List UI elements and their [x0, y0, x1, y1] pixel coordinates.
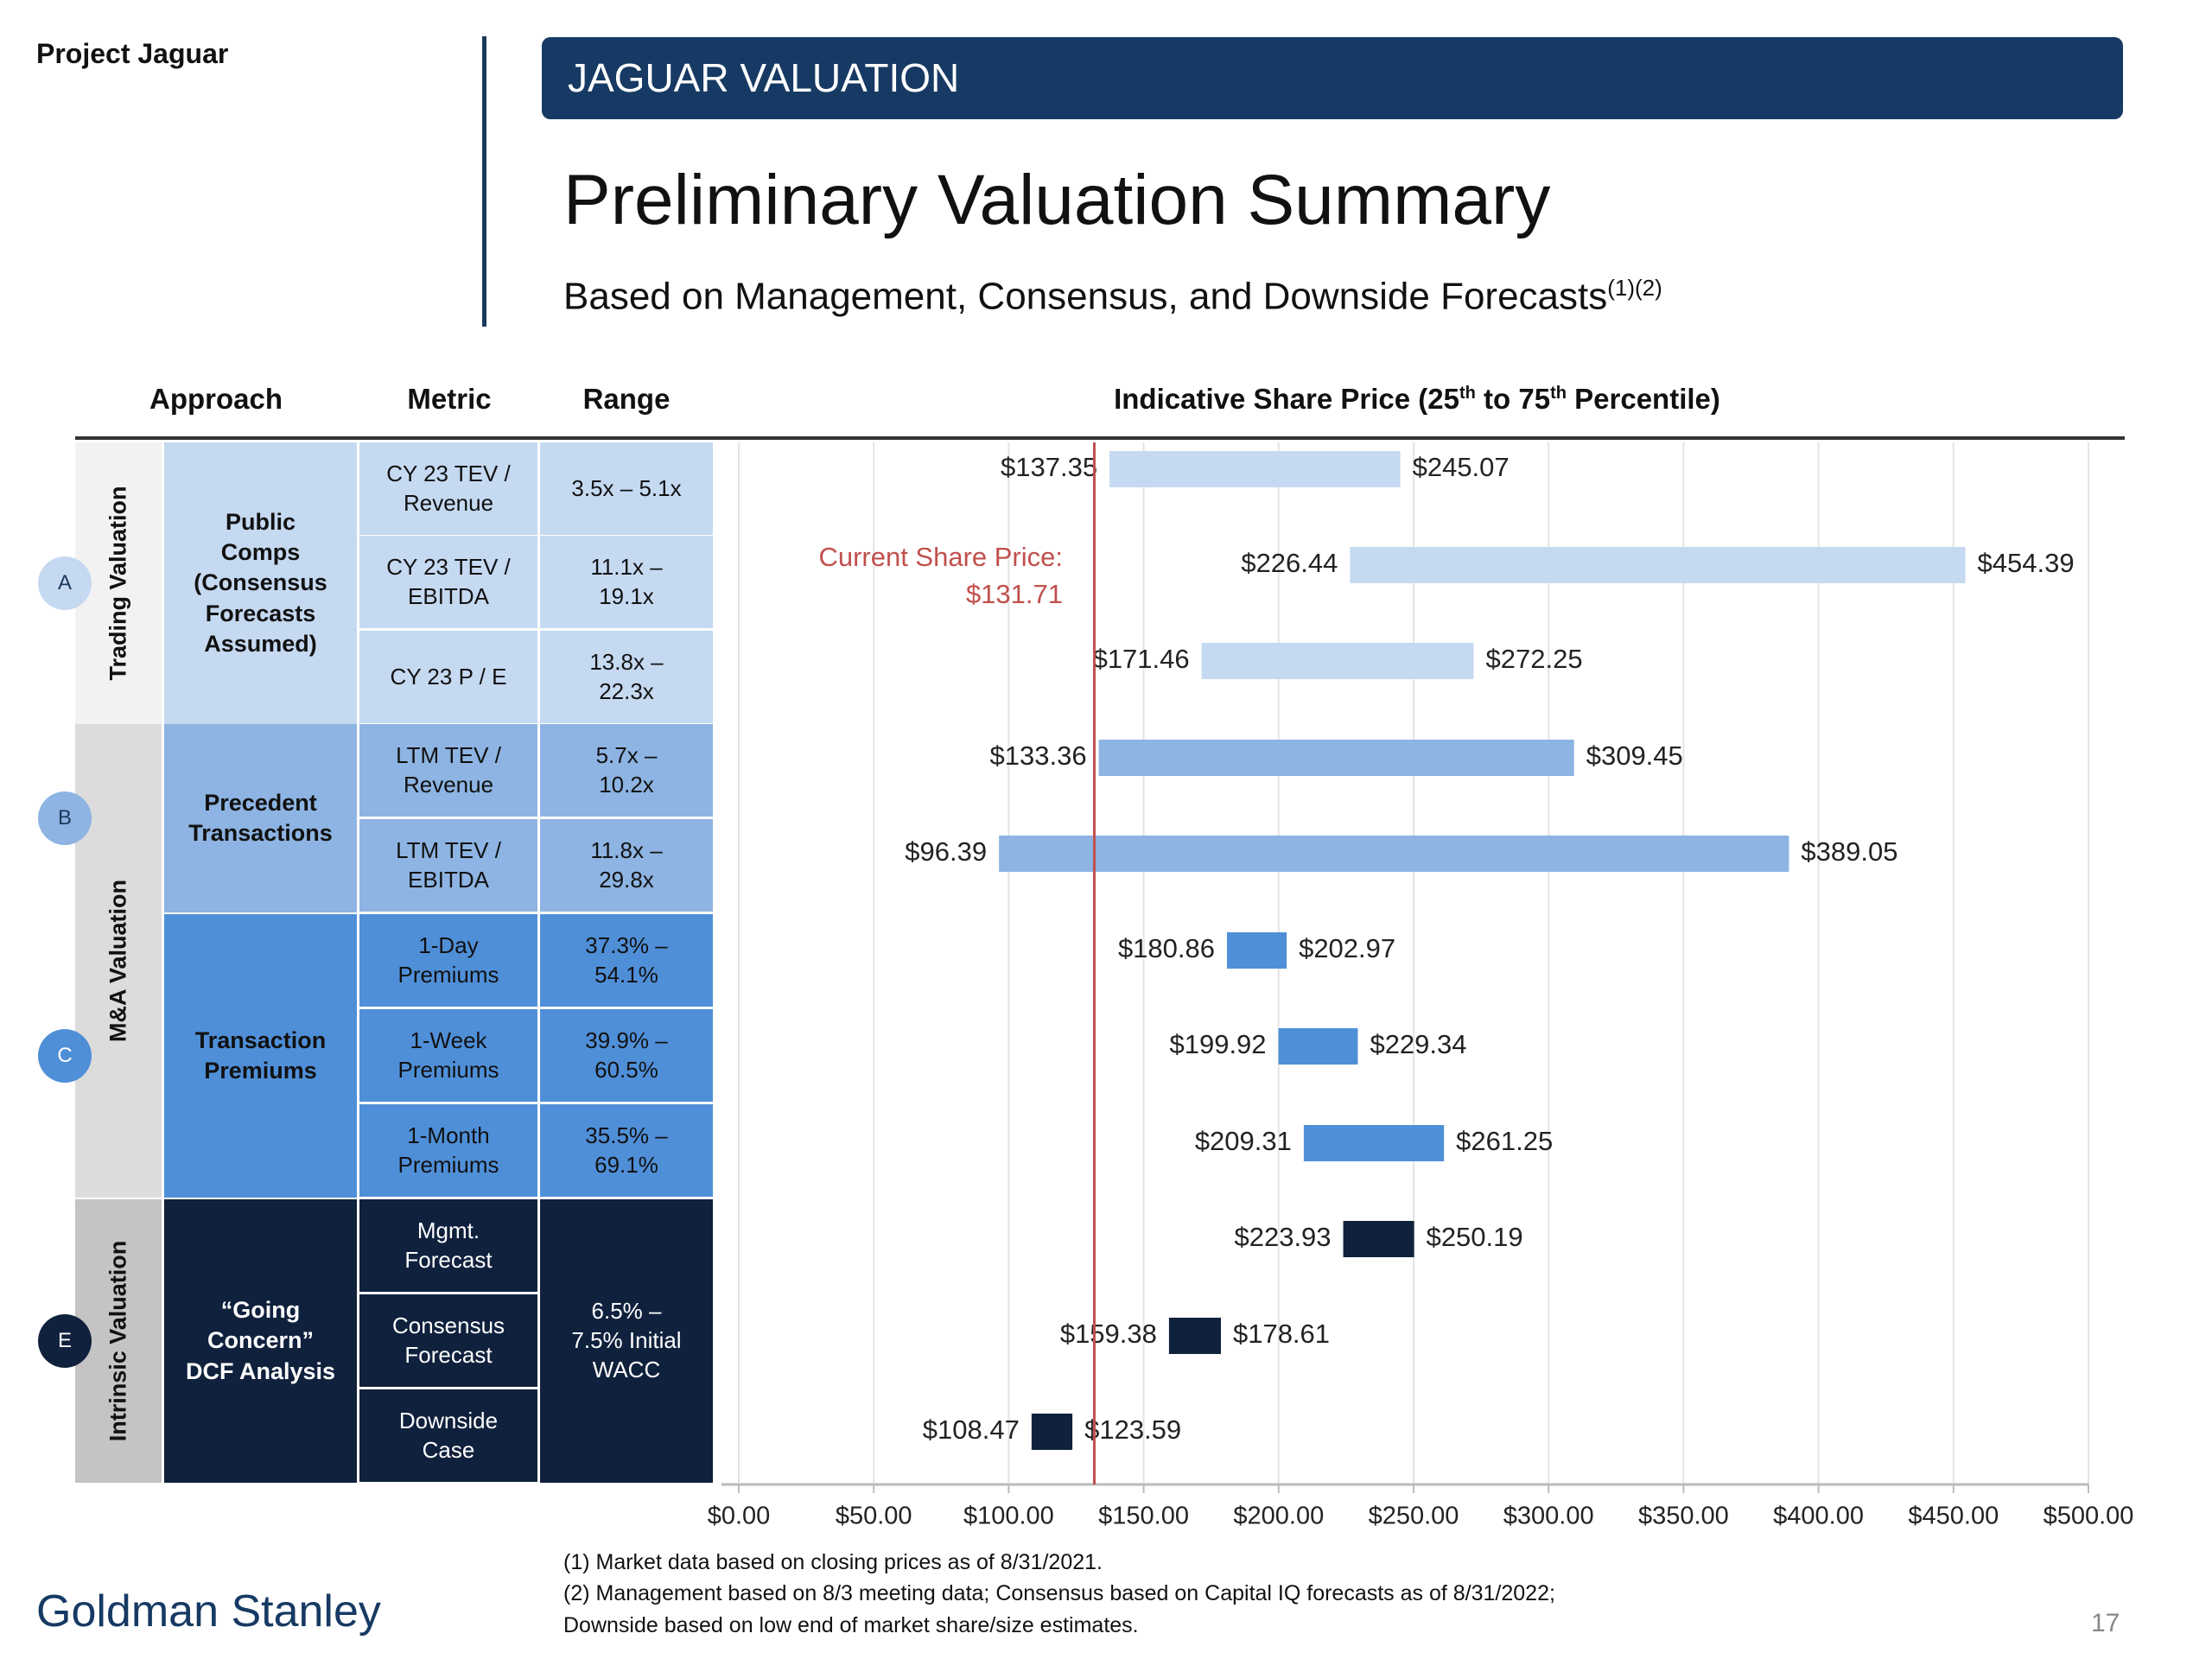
metric-cell: CY 23 TEV / Revenue	[359, 442, 537, 535]
footnotes: (1) Market data based on closing prices …	[563, 1547, 1566, 1641]
range-bar	[1350, 547, 1966, 583]
subtitle-footnote-refs: (1)(2)	[1607, 275, 1662, 301]
range-bar	[1227, 932, 1287, 969]
x-tick-label: $300.00	[1503, 1503, 1594, 1530]
metric-cell: CY 23 P / E	[359, 631, 537, 723]
bar-low-label: $137.35	[1001, 452, 1097, 482]
chart-title: Indicative Share Price (25th to 75th Per…	[864, 383, 1970, 416]
metric-cell: Downside Case	[359, 1389, 537, 1482]
bar-low-label: $209.31	[1195, 1126, 1292, 1156]
header-divider	[482, 36, 486, 327]
x-tick-label: $400.00	[1773, 1503, 1864, 1530]
range-cell: 37.3% – 54.1%	[540, 914, 713, 1007]
chart-title-part3: Percentile)	[1566, 383, 1720, 415]
chart-title-part2: to 75	[1475, 383, 1551, 415]
approach-badge: B	[38, 791, 92, 845]
metric-cell: Mgmt. Forecast	[359, 1199, 537, 1292]
range-bar	[999, 836, 1789, 872]
x-tick-label: $200.00	[1233, 1503, 1324, 1530]
range-bar	[1343, 1221, 1414, 1257]
header-rule	[75, 436, 2125, 440]
company-logo: Goldman Stanley	[36, 1586, 381, 1637]
chart-title-sup1: th	[1459, 384, 1476, 403]
section-banner: JAGUAR VALUATION	[542, 37, 2123, 119]
footnote-1: (1) Market data based on closing prices …	[563, 1550, 1103, 1574]
range-bar	[1098, 740, 1574, 776]
footnote-2: (2) Management based on 8/3 meeting data…	[563, 1581, 1555, 1637]
bar-low-label: $226.44	[1241, 548, 1338, 578]
metric-cell: 1-Week Premiums	[359, 1009, 537, 1102]
chart-title-sup2: th	[1550, 384, 1567, 403]
approach-badge: E	[38, 1314, 92, 1368]
bar-low-label: $180.86	[1118, 933, 1215, 963]
subtitle-text: Based on Management, Consensus, and Down…	[563, 275, 1608, 318]
x-tick-label: $500.00	[2044, 1503, 2134, 1530]
approach-badge: A	[38, 556, 92, 610]
range-cell: 39.9% – 60.5%	[540, 1009, 713, 1102]
x-tick-label: $50.00	[836, 1503, 912, 1530]
range-cell: 3.5x – 5.1x	[540, 442, 713, 535]
bar-low-label: $159.38	[1060, 1319, 1157, 1349]
x-tick-label: $150.00	[1098, 1503, 1189, 1530]
bar-low-label: $96.39	[905, 836, 987, 867]
metric-header: Metric	[407, 383, 492, 415]
approach-cell: “Going Concern” DCF Analysis	[164, 1199, 357, 1483]
bar-high-label: $245.07	[1413, 452, 1510, 482]
range-bar	[1278, 1028, 1358, 1065]
page-number: 17	[2091, 1609, 2120, 1637]
range-cell: 35.5% – 69.1%	[540, 1104, 713, 1197]
range-bar	[1109, 451, 1401, 487]
x-tick-label: $100.00	[963, 1503, 1054, 1530]
metric-cell: LTM TEV / EBITDA	[359, 819, 537, 912]
range-header: Range	[582, 383, 671, 415]
x-tick-label: $0.00	[708, 1503, 771, 1530]
approach-badge: C	[38, 1029, 92, 1083]
bar-high-label: $454.39	[1978, 548, 2075, 578]
range-bar	[1031, 1414, 1073, 1450]
range-bar	[1303, 1125, 1445, 1161]
bar-high-label: $123.59	[1084, 1414, 1181, 1445]
bar-low-label: $223.93	[1234, 1222, 1331, 1252]
range-cell: 5.7x – 10.2x	[540, 724, 713, 817]
bar-high-label: $309.45	[1586, 741, 1683, 771]
metric-cell: Consensus Forecast	[359, 1294, 537, 1387]
bar-high-label: $250.19	[1427, 1222, 1523, 1252]
range-cell: 11.1x – 19.1x	[540, 536, 713, 628]
bar-low-label: $171.46	[1093, 644, 1190, 674]
bar-low-label: $133.36	[990, 741, 1087, 771]
approach-cell: Transaction Premiums	[164, 914, 357, 1198]
range-cell: 11.8x – 29.8x	[540, 819, 713, 912]
current-price-value: $131.71	[966, 579, 1063, 609]
group-band	[75, 724, 162, 1198]
current-price-label: Current Share Price:	[818, 542, 1063, 572]
bar-high-label: $261.25	[1456, 1126, 1553, 1156]
dcf-range-cell: 6.5% – 7.5% Initial WACC	[540, 1199, 713, 1483]
bar-high-label: $229.34	[1370, 1029, 1466, 1059]
range-bar	[1201, 643, 1474, 679]
approach-header: Approach	[149, 383, 283, 415]
page-subtitle: Based on Management, Consensus, and Down…	[563, 275, 1662, 319]
x-tick-label: $450.00	[1908, 1503, 1999, 1530]
page-title: Preliminary Valuation Summary	[563, 161, 1551, 239]
x-tick-label: $350.00	[1638, 1503, 1729, 1530]
range-cell: 13.8x – 22.3x	[540, 631, 713, 723]
chart-title-part1: Indicative Share Price (25	[1114, 383, 1459, 415]
approach-cell: Public Comps (Consensus Forecasts Assume…	[164, 442, 357, 724]
metric-cell: 1-Month Premiums	[359, 1104, 537, 1197]
bar-low-label: $199.92	[1169, 1029, 1266, 1059]
bar-high-label: $272.25	[1486, 644, 1583, 674]
metric-cell: CY 23 TEV / EBITDA	[359, 536, 537, 628]
bar-high-label: $389.05	[1801, 836, 1897, 867]
approach-cell: Precedent Transactions	[164, 724, 357, 912]
range-bar	[1168, 1318, 1221, 1354]
x-tick-label: $250.00	[1369, 1503, 1459, 1530]
bar-high-label: $202.97	[1299, 933, 1395, 963]
metric-cell: 1-Day Premiums	[359, 914, 537, 1007]
bar-high-label: $178.61	[1233, 1319, 1330, 1349]
bar-low-label: $108.47	[923, 1414, 1020, 1445]
metric-cell: LTM TEV / Revenue	[359, 724, 537, 817]
project-name: Project Jaguar	[36, 38, 229, 69]
